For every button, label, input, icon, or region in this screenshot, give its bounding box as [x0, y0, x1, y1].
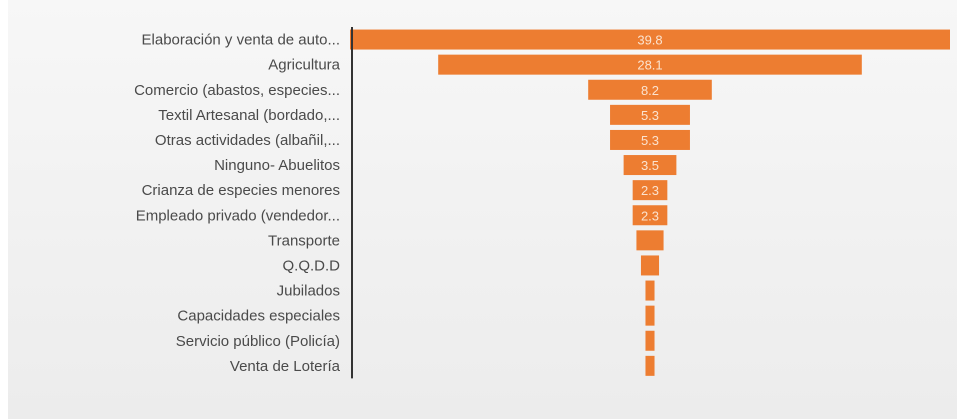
data-label: 5.3 [641, 133, 659, 148]
category-label: Elaboración y venta de auto... [142, 32, 340, 49]
category-label: Q.Q.D.D [282, 257, 340, 274]
category-label: Jubilados [277, 283, 340, 300]
category-label: Agricultura [268, 57, 340, 74]
category-labels: Elaboración y venta de auto... Agricultur… [134, 32, 341, 375]
bar [438, 54, 862, 75]
chart-svg: Elaboración y venta de auto... Agricultur… [134, 27, 950, 379]
category-label: Comercio (abastos, especies... [134, 82, 340, 99]
bar [588, 79, 712, 100]
bar [645, 280, 655, 301]
category-label: Crianza de especies menores [142, 182, 340, 199]
category-label: Textil Artesanal (bordado,... [158, 107, 340, 124]
category-label: Empleado privado (vendedor... [136, 207, 340, 224]
value-labels: 39.8 28.1 8.2 5.3 5.3 3.5 2.3 2.3 [637, 33, 662, 224]
data-label: 3.5 [641, 158, 659, 173]
category-label: Otras actividades (albañil,... [155, 132, 340, 149]
category-label: Capacidades especiales [177, 308, 340, 325]
bar [632, 205, 668, 226]
bar [610, 104, 690, 125]
bar [636, 230, 664, 251]
funnel-chart: Elaboración y venta de auto... Agricultur… [8, 0, 957, 419]
bar [610, 129, 690, 150]
data-label: 39.8 [637, 33, 662, 48]
category-label: Venta de Lotería [230, 358, 341, 375]
data-label: 28.1 [637, 58, 662, 73]
bar [640, 255, 660, 276]
category-label: Servicio público (Policía) [176, 333, 340, 350]
bar [623, 155, 677, 176]
category-label: Transporte [268, 232, 340, 249]
bar [645, 330, 655, 351]
data-label: 2.3 [641, 183, 659, 198]
bar [632, 180, 668, 201]
data-label: 8.2 [641, 83, 659, 98]
data-label: 2.3 [641, 208, 659, 223]
category-label: Ninguno- Abuelitos [214, 157, 340, 174]
bar [350, 29, 950, 50]
bar [645, 355, 655, 376]
data-label: 5.3 [641, 108, 659, 123]
bars [350, 29, 950, 376]
bar [645, 305, 655, 326]
